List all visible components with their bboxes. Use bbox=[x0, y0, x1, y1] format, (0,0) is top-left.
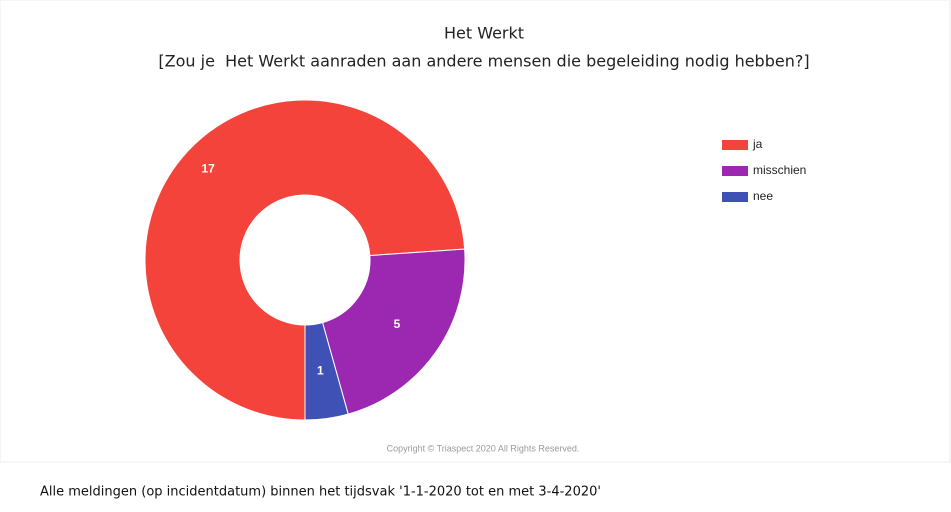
data-label: 17 bbox=[201, 162, 215, 176]
legend-swatch bbox=[722, 140, 748, 150]
donut-slice bbox=[144, 99, 466, 421]
copyright: Copyright © Triaspect 2020 All Rights Re… bbox=[387, 443, 580, 453]
chart-title: Het Werkt bbox=[444, 24, 524, 43]
legend-label: misschien bbox=[753, 163, 806, 177]
chart-subtitle: [Zou je Het Werkt aanraden aan andere me… bbox=[158, 52, 809, 71]
chart-frame bbox=[0, 0, 951, 463]
legend-swatch bbox=[722, 192, 748, 202]
legend-label: ja bbox=[752, 137, 763, 151]
legend-label: nee bbox=[753, 189, 773, 203]
donut-slice bbox=[304, 321, 349, 421]
data-label: 1 bbox=[317, 364, 324, 378]
donut-slice bbox=[321, 248, 466, 415]
data-label: 5 bbox=[394, 317, 401, 331]
footnote: Alle meldingen (op incidentdatum) binnen… bbox=[40, 485, 601, 500]
legend-swatch bbox=[722, 166, 748, 176]
